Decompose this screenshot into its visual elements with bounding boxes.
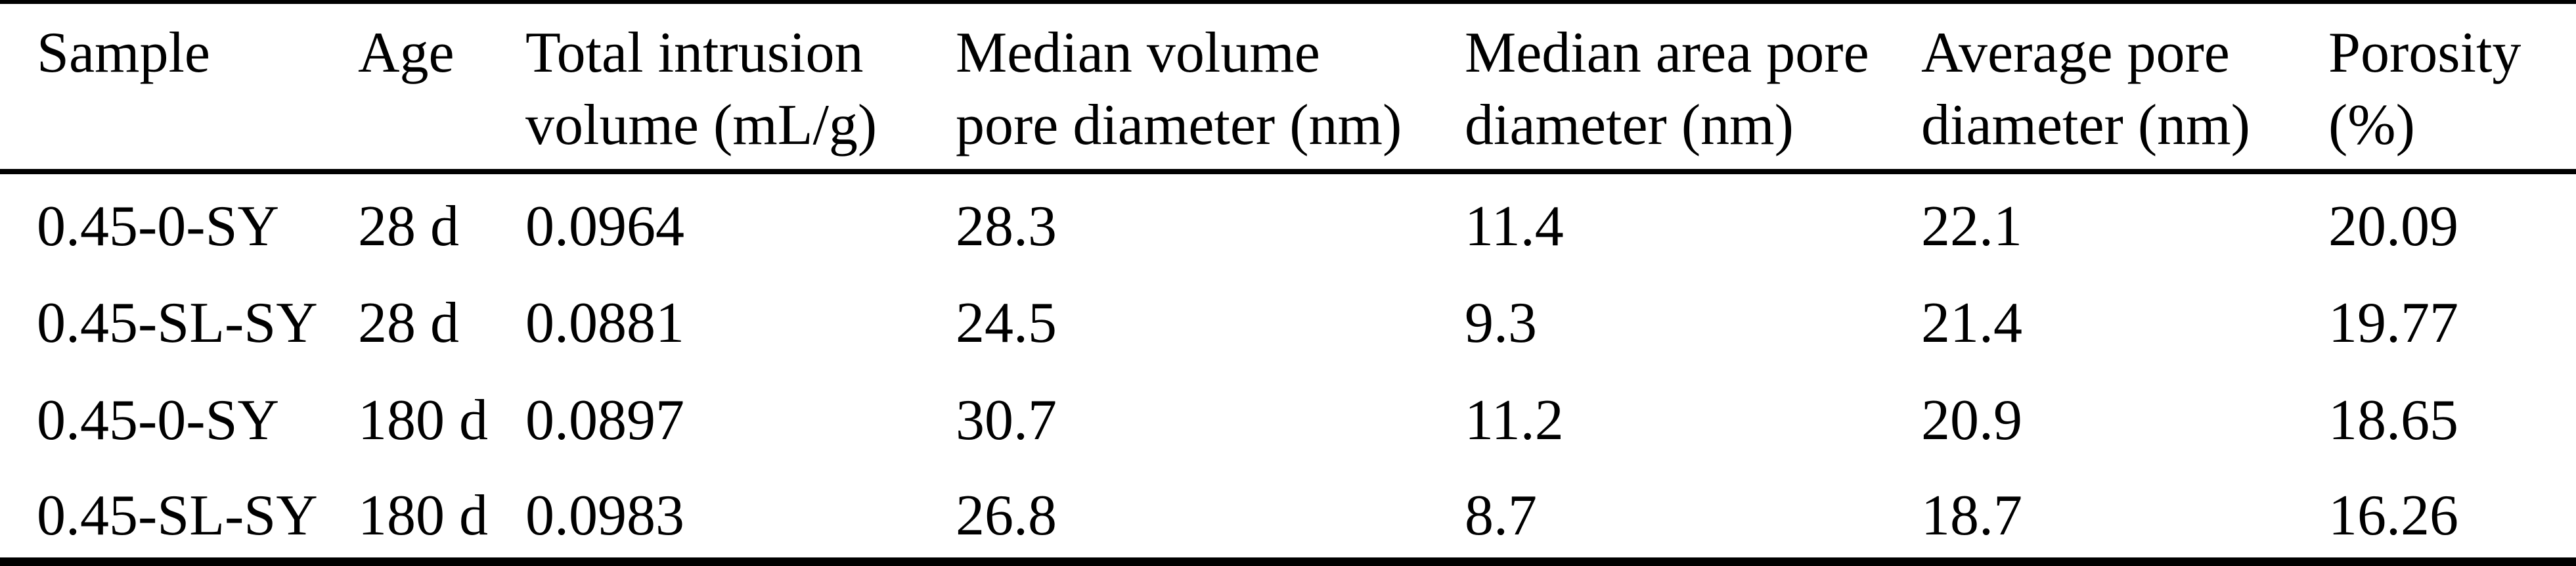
column-header-porosity: Porosity (%) <box>2322 2 2576 174</box>
cell-average-pore-diameter: 22.1 <box>1921 195 2022 259</box>
column-header-average-pore-diameter: Average pore diameter (nm) <box>1915 2 2322 174</box>
table-row: 0.45-SL-SY 28 d 0.0881 24.5 9.3 21.4 19.… <box>0 269 2576 366</box>
column-header-sample: Sample <box>0 2 348 174</box>
cell-porosity: 18.65 <box>2328 388 2458 452</box>
cell-median-volume-pore-diameter: 24.5 <box>956 291 1057 355</box>
cell-porosity: 20.09 <box>2328 195 2458 259</box>
cell-average-pore-diameter: 20.9 <box>1921 388 2022 452</box>
cell-median-area-pore-diameter: 9.3 <box>1465 291 1537 355</box>
column-header-median-volume-pore-diameter: Median volume pore diameter (nm) <box>949 2 1458 174</box>
cell-age: 28 d <box>358 195 459 259</box>
cell-median-area-pore-diameter: 11.4 <box>1465 195 1564 259</box>
cell-porosity: 16.26 <box>2328 484 2458 548</box>
header-row: Sample Age Total intrusion volume (mL/g)… <box>0 2 2576 174</box>
cell-sample: 0.45-SL-SY <box>37 291 318 355</box>
cell-sample: 0.45-0-SY <box>37 195 280 259</box>
cell-median-volume-pore-diameter: 30.7 <box>956 388 1057 452</box>
table-row: 0.45-0-SY 28 d 0.0964 28.3 11.4 22.1 20.… <box>0 172 2576 269</box>
cell-total-intrusion-volume: 0.0964 <box>525 195 684 259</box>
cell-sample: 0.45-0-SY <box>37 388 280 452</box>
cell-porosity: 19.77 <box>2328 291 2458 355</box>
column-header-median-area-pore-diameter: Median area pore diameter (nm) <box>1458 2 1915 174</box>
table-header: Sample Age Total intrusion volume (mL/g)… <box>0 2 2576 174</box>
cell-age: 28 d <box>358 291 459 355</box>
column-header-age: Age <box>348 2 519 174</box>
cell-average-pore-diameter: 21.4 <box>1921 291 2022 355</box>
table-body: 0.45-0-SY 28 d 0.0964 28.3 11.4 22.1 20.… <box>0 172 2576 562</box>
cell-total-intrusion-volume: 0.0983 <box>525 484 684 548</box>
cell-average-pore-diameter: 18.7 <box>1921 484 2022 548</box>
cell-total-intrusion-volume: 0.0897 <box>525 388 684 452</box>
cell-median-area-pore-diameter: 11.2 <box>1465 388 1564 452</box>
cell-sample: 0.45-SL-SY <box>37 484 318 548</box>
cell-age: 180 d <box>358 484 488 548</box>
cell-total-intrusion-volume: 0.0881 <box>525 291 684 355</box>
cell-age: 180 d <box>358 388 488 452</box>
cell-median-volume-pore-diameter: 26.8 <box>956 484 1057 548</box>
table-row: 0.45-SL-SY 180 d 0.0983 26.8 8.7 18.7 16… <box>0 464 2576 561</box>
cell-median-volume-pore-diameter: 28.3 <box>956 195 1057 259</box>
column-header-total-intrusion-volume: Total intrusion volume (mL/g) <box>519 2 949 174</box>
table-row: 0.45-0-SY 180 d 0.0897 30.7 11.2 20.9 18… <box>0 367 2576 464</box>
cell-median-area-pore-diameter: 8.7 <box>1465 484 1537 548</box>
